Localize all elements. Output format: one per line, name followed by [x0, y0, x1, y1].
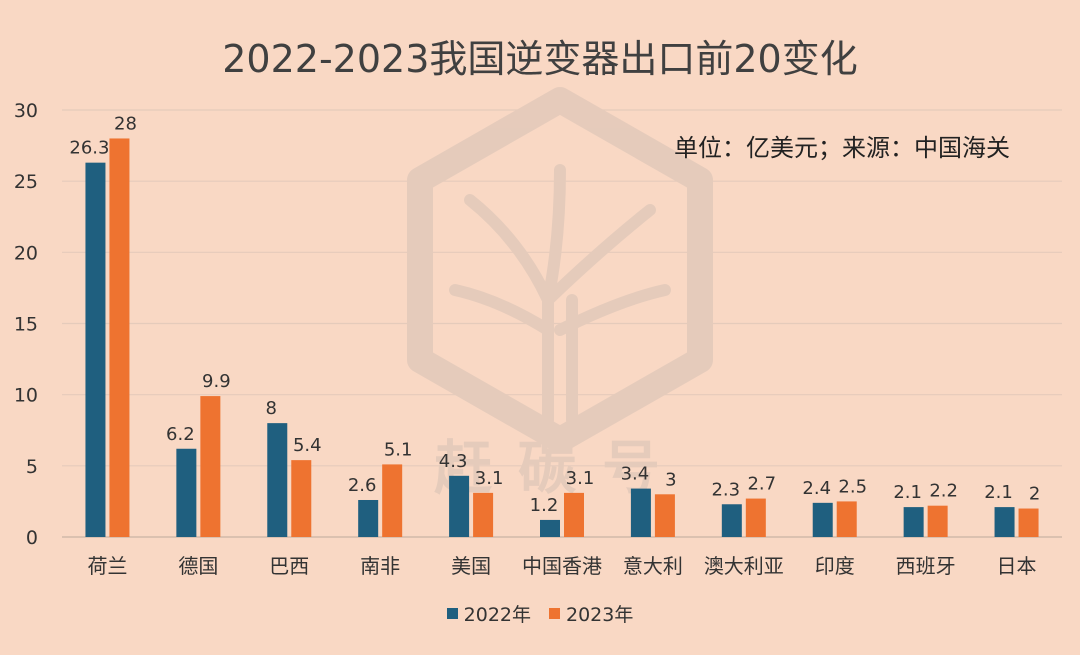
chart-title: 2022-2023我国逆变器出口前20变化 — [222, 37, 858, 81]
watermark-text: 赶碳号 — [434, 434, 686, 502]
data-label: 2 — [1029, 484, 1040, 505]
data-label: 6.2 — [166, 424, 195, 445]
bar — [812, 502, 833, 537]
data-label: 8 — [266, 398, 277, 419]
legend-item-2022: 2022年 — [446, 600, 531, 627]
x-category-label: 西班牙 — [896, 554, 956, 578]
x-category-label: 德国 — [178, 554, 218, 578]
bar — [176, 448, 197, 537]
legend: 2022年 2023年 — [0, 600, 1080, 627]
data-label: 3.1 — [566, 468, 595, 489]
bar — [630, 488, 651, 537]
data-label: 4.3 — [439, 451, 468, 472]
bar — [654, 494, 675, 537]
data-label: 2.7 — [747, 474, 776, 495]
bar — [449, 475, 470, 537]
bar — [927, 505, 948, 537]
y-tick-label: 5 — [26, 456, 38, 478]
legend-label-2022: 2022年 — [463, 604, 531, 626]
y-tick-label: 0 — [26, 527, 38, 549]
bar — [540, 519, 560, 537]
x-category-label: 澳大利亚 — [704, 554, 784, 578]
x-category-label: 意大利 — [623, 554, 683, 578]
data-label: 2.4 — [802, 478, 831, 499]
bar — [267, 423, 288, 537]
x-category-label: 荷兰 — [87, 554, 127, 578]
y-tick-label: 10 — [14, 385, 38, 407]
data-label: 2.3 — [711, 479, 740, 500]
bar — [903, 507, 924, 537]
y-tick-label: 30 — [14, 100, 38, 122]
data-label: 5.1 — [384, 439, 413, 460]
bar — [382, 464, 403, 537]
bar — [564, 492, 584, 537]
bar — [85, 162, 106, 537]
x-category-label: 巴西 — [269, 554, 309, 578]
x-category-label: 印度 — [815, 554, 855, 578]
data-label: 1.2 — [530, 495, 559, 516]
watermark-hexagon — [407, 87, 713, 453]
x-category-label: 南非 — [360, 554, 400, 578]
x-category-label: 美国 — [451, 554, 491, 578]
data-label: 28 — [114, 113, 137, 134]
data-label: 3.1 — [475, 468, 504, 489]
data-label: 3.4 — [621, 464, 650, 485]
legend-swatch-2022 — [446, 608, 458, 619]
y-tick-label: 15 — [14, 314, 38, 336]
data-label: 9.9 — [202, 371, 231, 392]
data-label: 2.2 — [929, 481, 958, 502]
bar — [291, 460, 312, 537]
bar — [721, 504, 742, 537]
legend-label-2023: 2023年 — [566, 604, 634, 626]
watermark-tree — [449, 164, 671, 426]
y-tick-label: 20 — [14, 242, 38, 264]
bar — [473, 492, 494, 537]
watermark-logo: 赶碳号 — [407, 87, 713, 502]
data-label: 2.1 — [893, 482, 922, 503]
bar — [109, 138, 130, 537]
bar — [745, 498, 766, 537]
bar — [994, 507, 1015, 537]
data-label: 3 — [665, 469, 676, 490]
bar — [358, 499, 379, 537]
data-label: 26.3 — [69, 138, 109, 159]
unit-source-note: 单位：亿美元；来源：中国海关 — [674, 134, 1010, 162]
data-label: 2.1 — [984, 482, 1013, 503]
x-category-label: 中国香港 — [522, 554, 602, 578]
x-category-label: 日本 — [997, 554, 1037, 578]
data-label: 2.6 — [348, 475, 377, 496]
data-label: 2.5 — [838, 476, 867, 497]
bar — [1018, 508, 1039, 537]
data-label: 5.4 — [293, 435, 322, 456]
bar — [836, 501, 857, 537]
y-tick-label: 25 — [14, 171, 38, 193]
bar — [200, 396, 221, 537]
legend-item-2023: 2023年 — [549, 600, 633, 627]
legend-swatch-2023 — [549, 608, 560, 619]
